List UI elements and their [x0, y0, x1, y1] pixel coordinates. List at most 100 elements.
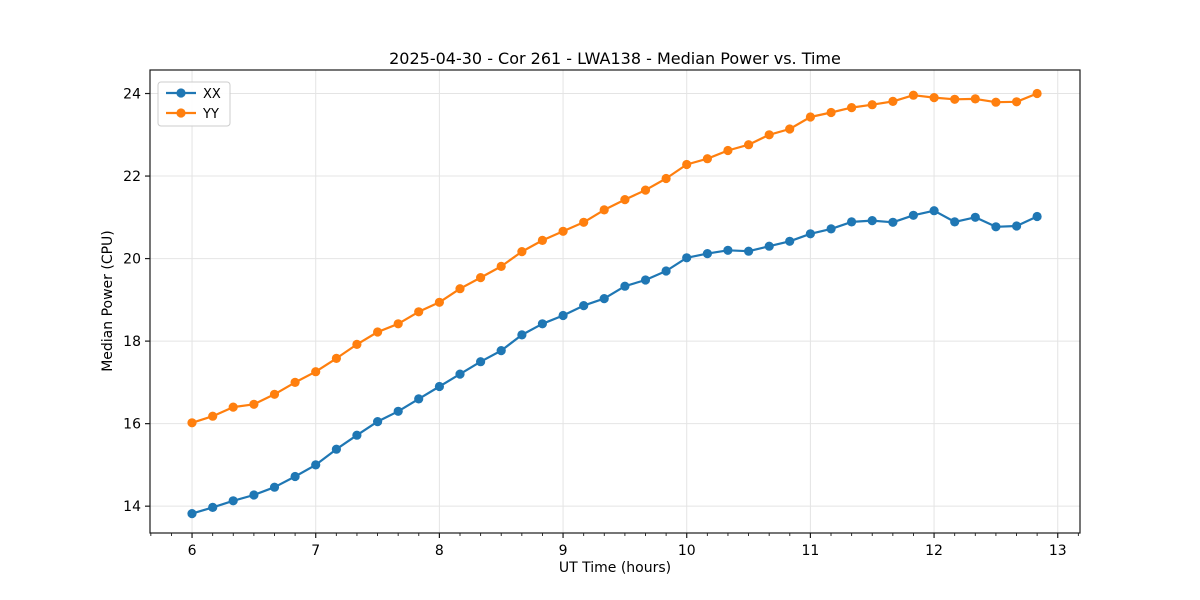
- x-tick-label: 8: [435, 543, 444, 559]
- data-point-yy: [311, 367, 321, 377]
- y-tick-label: 22: [123, 169, 141, 185]
- data-point-xx: [702, 249, 713, 259]
- x-tick-label: 11: [801, 543, 819, 559]
- data-point-xx: [1032, 211, 1042, 222]
- data-point-xx: [517, 330, 527, 340]
- chart-title: 2025-04-30 - Cor 261 - LWA138 - Median P…: [389, 49, 841, 68]
- x-tick-label: 9: [559, 543, 568, 559]
- data-point-xx: [950, 217, 960, 227]
- data-point-xx: [929, 206, 939, 216]
- y-tick-label: 14: [123, 499, 141, 515]
- data-point-yy: [228, 402, 238, 412]
- data-point-xx: [991, 222, 1001, 232]
- data-point-xx: [558, 310, 568, 321]
- data-point-yy: [269, 389, 280, 399]
- data-point-xx: [888, 217, 898, 227]
- data-point-xx: [867, 216, 877, 226]
- data-point-yy: [929, 93, 939, 103]
- data-point-yy: [476, 273, 486, 283]
- x-tick-label: 7: [311, 543, 320, 559]
- data-point-yy: [187, 418, 197, 428]
- y-tick-label: 18: [123, 334, 141, 350]
- data-point-yy: [702, 154, 713, 164]
- data-point-yy: [826, 107, 836, 118]
- data-point-yy: [352, 339, 362, 349]
- data-point-xx: [661, 266, 671, 276]
- data-point-yy: [991, 97, 1001, 107]
- data-point-xx: [599, 294, 609, 304]
- legend-label-xx: XX: [203, 87, 221, 102]
- data-point-yy: [537, 235, 548, 245]
- data-point-xx: [269, 482, 280, 492]
- data-point-xx: [434, 381, 444, 392]
- data-point-xx: [826, 224, 836, 234]
- data-point-xx: [228, 496, 238, 506]
- data-point-yy: [558, 226, 568, 236]
- y-tick-label: 24: [123, 87, 141, 103]
- plot-border: [149, 69, 1081, 534]
- data-point-yy: [764, 130, 774, 140]
- data-point-yy: [682, 159, 692, 170]
- data-point-xx: [970, 212, 980, 222]
- y-tick-label: 20: [123, 252, 141, 268]
- data-point-xx: [847, 217, 857, 227]
- data-point-yy: [373, 327, 383, 337]
- data-point-yy: [455, 284, 465, 294]
- data-point-yy: [496, 261, 506, 271]
- data-point-yy: [599, 205, 609, 215]
- data-point-xx: [393, 406, 403, 416]
- data-point-yy: [908, 90, 919, 100]
- data-point-yy: [1012, 97, 1022, 107]
- data-point-xx: [496, 346, 506, 356]
- x-tick-label: 6: [188, 543, 197, 559]
- data-point-xx: [537, 319, 548, 329]
- data-point-xx: [476, 357, 486, 367]
- data-point-xx: [579, 301, 589, 311]
- data-point-xx: [682, 253, 692, 263]
- y-axis-label: Median Power (CPU): [100, 230, 116, 372]
- data-point-yy: [950, 94, 960, 104]
- legend-label-yy: YY: [202, 107, 219, 122]
- x-tick-label: 10: [678, 543, 696, 559]
- data-point-yy: [331, 353, 341, 363]
- data-point-xx: [331, 444, 341, 454]
- data-point-xx: [249, 490, 259, 500]
- x-tick-label: 13: [1049, 543, 1067, 559]
- data-point-xx: [785, 236, 795, 246]
- data-point-yy: [661, 173, 671, 184]
- y-tick-label: 16: [123, 417, 141, 433]
- x-tick-label: 12: [925, 543, 943, 559]
- data-point-yy: [785, 124, 795, 134]
- data-point-yy: [888, 96, 898, 106]
- data-point-yy: [249, 399, 259, 409]
- data-point-yy: [620, 195, 630, 205]
- data-point-yy: [517, 247, 527, 257]
- data-point-xx: [187, 508, 197, 519]
- data-point-xx: [352, 430, 362, 440]
- data-point-yy: [414, 307, 424, 317]
- data-point-xx: [1012, 221, 1022, 231]
- legend-swatch-marker-yy: [176, 108, 186, 118]
- data-point-xx: [805, 229, 816, 239]
- data-point-yy: [970, 94, 980, 104]
- data-point-yy: [805, 112, 816, 122]
- data-point-yy: [1032, 88, 1042, 99]
- data-point-yy: [867, 100, 877, 110]
- data-point-xx: [373, 417, 383, 427]
- data-point-yy: [723, 145, 733, 156]
- data-point-xx: [414, 394, 424, 404]
- data-point-xx: [290, 471, 300, 482]
- data-point-xx: [723, 245, 733, 255]
- data-point-xx: [208, 502, 218, 512]
- data-point-yy: [208, 411, 218, 421]
- legend-swatch-marker-xx: [176, 88, 186, 98]
- data-point-yy: [744, 140, 754, 150]
- data-point-xx: [311, 460, 321, 470]
- data-point-xx: [455, 369, 465, 379]
- data-point-yy: [434, 297, 444, 307]
- data-point-yy: [393, 319, 403, 329]
- data-point-yy: [640, 185, 651, 195]
- data-point-xx: [744, 246, 754, 256]
